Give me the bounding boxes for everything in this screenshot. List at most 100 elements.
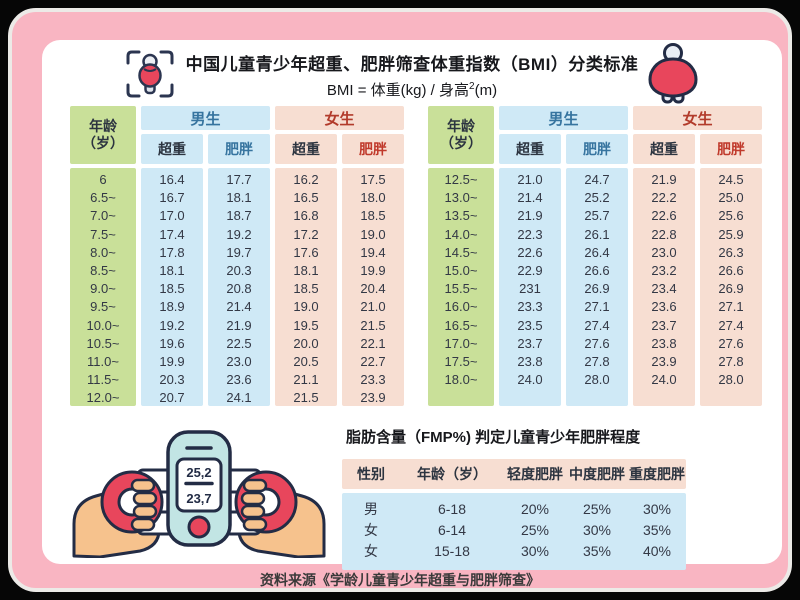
fmp-table-area: 脂肪含量（FMP%) 判定儿童青少年肥胖程度 性别 年龄（岁） 轻度肥胖 中度肥… — [342, 420, 686, 570]
table-cell: 9.5~ — [90, 299, 116, 315]
fmp-moderate-column: 25% 30% 35% — [566, 499, 628, 562]
table-cell: 26.3 — [718, 244, 744, 260]
table-cell: 21.9 — [517, 208, 543, 224]
table-cell: 25.0 — [718, 190, 744, 206]
boys-overweight-column: 16.4 16.7 17.0 17.4 17.8 18.1 18.5 18.9 19.2 19.6… — [141, 168, 203, 406]
table-cell: 16.8 — [293, 208, 319, 224]
boys-overweight-header: 超重 — [141, 134, 203, 164]
obese-person-icon — [648, 43, 698, 104]
table-cell: 19.7 — [226, 244, 252, 260]
table-cell: 20% — [520, 501, 550, 517]
device-reading-top: 25,2 — [186, 465, 211, 480]
table-cell: 22.6 — [651, 208, 677, 224]
fmp-table: 性别 年龄（岁） 轻度肥胖 中度肥胖 重度肥胖 男女女 6-18 6-14 15-1… — [342, 459, 686, 570]
table-cell: 16.5 — [293, 190, 319, 206]
fmp-table-body: 男女女 6-18 6-14 15-18 20% 25% 30% 25% 30% 35% 30… — [342, 493, 686, 570]
table-cell: 23.7 — [517, 335, 543, 351]
table-cell: 22.7 — [360, 353, 386, 369]
table-cell: 21.4 — [517, 190, 543, 206]
girls-overweight-column: 16.2 16.5 16.8 17.2 17.6 18.1 18.5 19.0 19.5 20.0… — [275, 168, 337, 406]
table-cell: 20.3 — [226, 262, 252, 278]
table-cell: 17.5 — [360, 172, 386, 187]
page-title: 中国儿童青少年超重、肥胖筛查体重指数（BMI）分类标准 — [185, 55, 639, 74]
table-cell: 22.2 — [651, 190, 677, 206]
boys-header: 男生 — [499, 106, 628, 130]
table-cell: 26.6 — [584, 262, 610, 278]
table-cell: 17.4 — [159, 226, 185, 242]
bmi-table-ages-12-18: 年龄 （岁） 男生 女生 超重 肥胖 超重 肥胖 12.5~ 13.0~ 13.5~… — [428, 106, 762, 406]
table-cell: 26.9 — [584, 281, 610, 297]
table-cell: 15.0~ — [444, 262, 478, 278]
girls-header: 女生 — [275, 106, 404, 130]
formula-prefix: BMI = 体重(kg) / 身高 — [326, 82, 470, 99]
table-cell: 24.0 — [517, 372, 543, 388]
table-cell: 27.8 — [718, 353, 744, 369]
table-cell: 女 — [364, 543, 378, 559]
table-cell: 19.9 — [159, 353, 185, 369]
table-cell: 23.4 — [651, 281, 677, 297]
bmi-formula: BMI = 体重(kg) / 身高2(m) — [172, 79, 652, 100]
table-cell: 25.7 — [584, 208, 610, 224]
table-cell: 18.1 — [293, 262, 319, 278]
table-cell: 23.3 — [360, 372, 386, 388]
table-cell: 22.8 — [651, 226, 677, 242]
table-cell: 13.5~ — [444, 208, 478, 224]
table-cell: 26.4 — [584, 244, 610, 260]
table-cell: 21.9 — [226, 317, 252, 333]
table-cell: 18.1 — [226, 190, 252, 206]
age-column: 6 6.5~ 7.0~ 7.5~ 8.0~ 8.5~ 9.0~ 9.5~ 10.0~ 10.5~ 1… — [70, 168, 136, 406]
table-cell: 27.6 — [584, 335, 610, 351]
table-cell: 27.8 — [584, 353, 610, 369]
table-cell: 35% — [582, 543, 612, 559]
table-cell: 27.6 — [718, 335, 744, 351]
bmi-tables: 年龄 （岁） 男生 女生 超重 肥胖 超重 肥胖 6 6.5~ 7.0~ 7.5~ 8.… — [70, 106, 762, 406]
age-column-header: 年龄 （岁） — [428, 106, 494, 164]
table-cell: 21.5 — [360, 317, 386, 333]
table-cell: 19.5 — [293, 317, 319, 333]
table-cell: 17.0 — [159, 208, 185, 224]
table-cell: 25.2 — [584, 190, 610, 206]
table-cell: 16.7 — [159, 190, 185, 206]
table-cell: 16.2 — [293, 172, 319, 187]
table-cell: 10.0~ — [86, 317, 120, 333]
table-cell: 25% — [520, 522, 550, 538]
table-cell: 20.3 — [159, 372, 185, 388]
table-cell: 11.5~ — [87, 372, 119, 388]
table-cell: 7.0~ — [90, 208, 116, 224]
table-cell: 8.0~ — [90, 244, 116, 260]
table-cell: 8.5~ — [90, 262, 116, 278]
boys-obese-column: 17.7 18.1 18.7 19.2 19.7 20.3 20.8 21.4 21.9 22.5… — [208, 168, 270, 406]
table-cell: 18.5 — [159, 281, 185, 297]
title-block: 中国儿童青少年超重、肥胖筛查体重指数（BMI）分类标准 BMI = 体重(kg)… — [172, 50, 652, 100]
table-cell: 17.0~ — [444, 335, 478, 351]
table-cell: 24.7 — [584, 172, 610, 187]
table-cell: 27.1 — [718, 299, 744, 315]
table-cell: 12.0~ — [86, 390, 120, 406]
boys-obese-column: 24.7 25.2 25.7 26.1 26.4 26.6 26.9 27.1 27.4 27.6… — [566, 168, 628, 406]
table-cell: 23.0 — [226, 353, 252, 369]
table-cell: 17.8 — [159, 244, 185, 260]
table-cell: 23.8 — [651, 335, 677, 351]
table-cell: 23.6 — [226, 372, 252, 388]
fmp-header-age: 年龄（岁） — [417, 466, 487, 482]
boys-obese-header: 肥胖 — [208, 134, 270, 164]
age-column-header: 年龄 （岁） — [70, 106, 136, 164]
fmp-sex-column: 男女女 — [342, 499, 400, 562]
age-label-line2: （岁） — [440, 135, 482, 151]
table-cell: 20.5 — [293, 353, 319, 369]
age-label-line2: （岁） — [82, 135, 124, 151]
table-cell: 28.0 — [718, 372, 744, 388]
table-cell: 30% — [642, 501, 672, 517]
table-cell: 21.9 — [651, 172, 677, 187]
content-card: 中国儿童青少年超重、肥胖筛查体重指数（BMI）分类标准 BMI = 体重(kg)… — [42, 40, 782, 570]
table-cell: 14.0~ — [444, 226, 478, 242]
table-cell: 21.1 — [293, 372, 319, 388]
table-cell: 6 — [99, 172, 107, 187]
table-cell: 27.4 — [584, 317, 610, 333]
fmp-section: 25,2 23,7 脂肪含量（FMP%) 判定儿童青少年肥胖程度 性别 年龄（岁… — [70, 420, 758, 570]
age-label-line1: 年龄 — [89, 118, 117, 134]
table-cell: 231 — [519, 281, 541, 297]
girls-obese-column: 17.5 18.0 18.5 19.0 19.4 19.9 20.4 21.0 21.5 22.1… — [342, 168, 404, 406]
boys-header: 男生 — [141, 106, 270, 130]
